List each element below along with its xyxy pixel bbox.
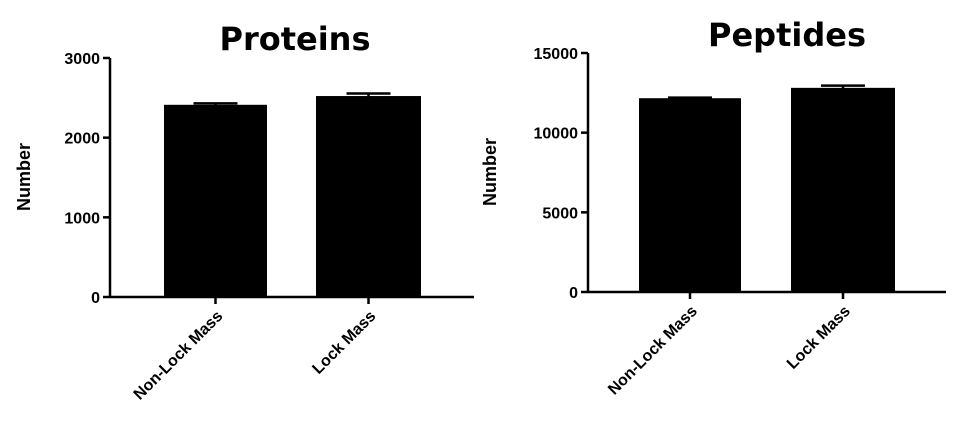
chart-title: Proteins xyxy=(219,20,370,58)
bar xyxy=(791,87,895,293)
x-tick-label: Non-Lock Mass xyxy=(131,308,227,404)
y-tick-label: 15000 xyxy=(534,46,579,63)
y-axis-label: Number xyxy=(14,143,34,211)
x-tick-label: Non-Lock Mass xyxy=(605,303,701,399)
y-tick-label: 0 xyxy=(569,285,578,302)
plot-area: 0 5000 10000 15000 Non-Lock Mass Lock Mass xyxy=(534,46,946,399)
y-tick-label: 10000 xyxy=(534,126,579,143)
y-axis-label: Number xyxy=(480,138,500,206)
y-tick-label: 0 xyxy=(91,290,100,307)
peptides-chart: Peptides Number 0 5000 10000 15000 Non-Lock … xyxy=(480,16,946,398)
y-tick-label: 3000 xyxy=(64,51,100,68)
bar xyxy=(316,96,421,298)
y-tick-label: 2000 xyxy=(64,131,100,148)
proteins-chart: Proteins Number 0 1000 2000 3000 Non-Lock Ma… xyxy=(14,20,474,403)
x-tick-label: Lock Mass xyxy=(784,303,854,373)
bar xyxy=(639,98,741,293)
chart-title: Peptides xyxy=(708,16,866,54)
y-tick-label: 1000 xyxy=(64,210,100,227)
y-tick-label: 5000 xyxy=(542,205,578,222)
bar xyxy=(164,104,267,298)
plot-area: 0 1000 2000 3000 Non-Lock Mass Lock Mass xyxy=(64,51,474,403)
x-tick-label: Lock Mass xyxy=(309,308,379,378)
